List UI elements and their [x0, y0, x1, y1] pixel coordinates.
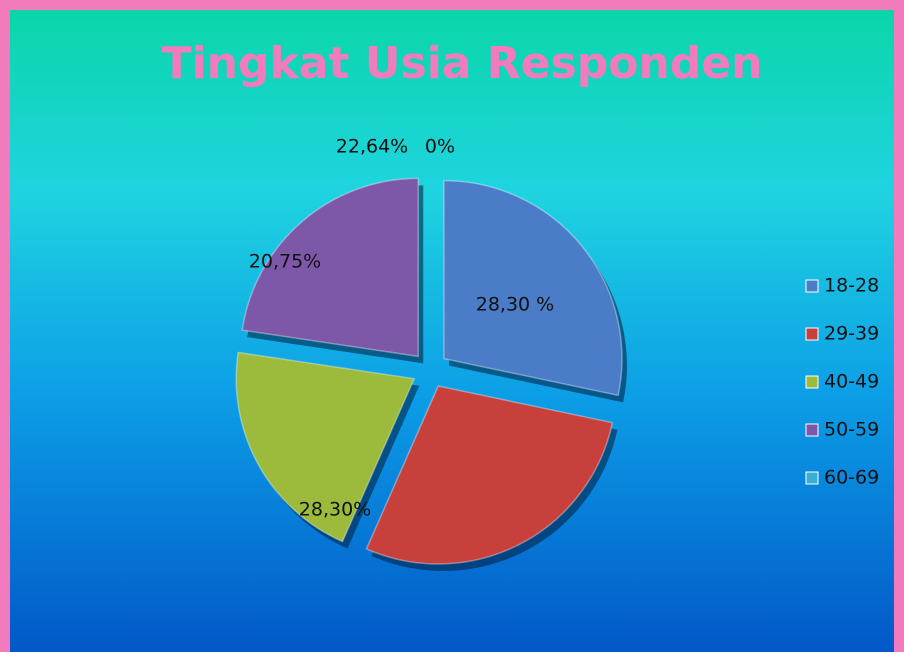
chart-title: Tingkat Usia Responden: [162, 38, 763, 89]
legend-swatch: [805, 471, 819, 485]
legend-swatch: [805, 375, 819, 389]
slice: [365, 385, 614, 565]
legend-swatch: [805, 279, 819, 293]
legend-label: 18-28: [824, 275, 879, 297]
data-label: 28,30%: [299, 499, 371, 521]
data-label: 0%: [425, 136, 455, 158]
legend-swatch: [805, 423, 819, 437]
slice: [235, 351, 416, 543]
slice: [241, 177, 419, 358]
pie: [235, 177, 627, 572]
data-label: 20,75%: [249, 251, 321, 273]
legend: 18-28 29-39 40-49 50-59 60-69: [805, 275, 879, 489]
legend-label: 40-49: [824, 371, 879, 393]
labels: 28,30 % 28,30% 20,75% 22,64% 0%: [249, 136, 554, 521]
slice: [443, 179, 623, 397]
legend-swatch: [805, 327, 819, 341]
legend-label: 50-59: [824, 419, 879, 441]
data-label: 22,64%: [336, 136, 408, 158]
legend-label: 29-39: [824, 323, 879, 345]
data-label: 28,30 %: [476, 294, 555, 316]
legend-label: 60-69: [824, 467, 879, 489]
